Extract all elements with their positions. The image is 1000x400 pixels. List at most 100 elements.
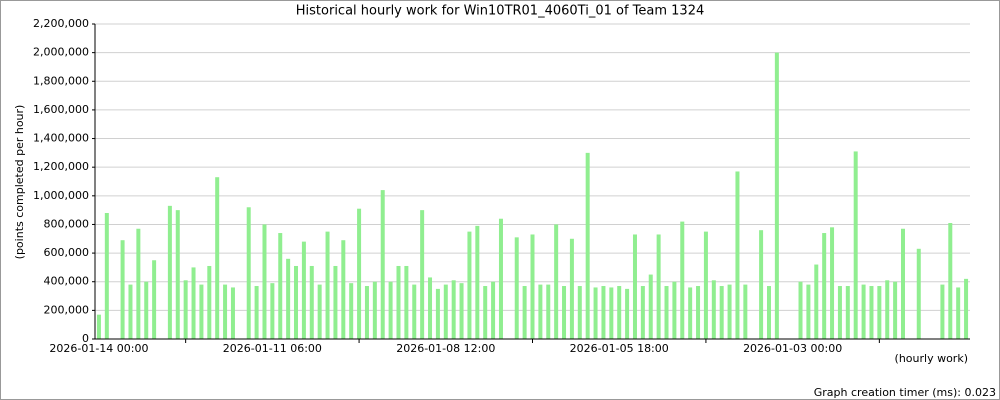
x-tick-label: 2026-01-11 06:00 xyxy=(223,342,322,355)
x-axis-label: (hourly work) xyxy=(895,352,968,365)
bar xyxy=(152,260,157,339)
bar xyxy=(341,240,346,339)
y-tick-label: 1,000,000 xyxy=(33,189,89,202)
bar xyxy=(309,265,314,339)
bar xyxy=(656,234,661,339)
x-tick-label: 2026-01-03 00:00 xyxy=(743,342,842,355)
bar xyxy=(735,171,740,339)
bar xyxy=(317,284,322,339)
bar xyxy=(223,284,228,339)
y-tick-label: 400,000 xyxy=(44,275,90,288)
bar xyxy=(822,233,827,339)
bar xyxy=(648,274,653,339)
bar xyxy=(964,278,969,339)
bar xyxy=(893,281,898,339)
bar xyxy=(396,265,401,339)
bar xyxy=(877,286,882,339)
chart-title: Historical hourly work for Win10TR01_406… xyxy=(296,4,704,19)
bar xyxy=(562,286,567,339)
bar xyxy=(806,284,811,339)
bar xyxy=(364,286,369,339)
y-tick-label: 2,200,000 xyxy=(33,17,89,30)
bar xyxy=(577,286,582,339)
bar xyxy=(766,286,771,339)
bar xyxy=(254,286,259,339)
bar xyxy=(948,223,953,339)
y-tick-label: 1,800,000 xyxy=(33,74,89,87)
bar xyxy=(475,225,480,339)
bar xyxy=(498,218,503,339)
bar xyxy=(869,286,874,339)
bar xyxy=(514,237,519,339)
y-tick-label: 1,200,000 xyxy=(33,160,89,173)
bar xyxy=(230,287,235,339)
y-tick-label: 1,600,000 xyxy=(33,103,89,116)
y-tick-label: 600,000 xyxy=(44,246,90,259)
bar xyxy=(530,234,535,339)
bar xyxy=(388,281,393,339)
bar xyxy=(325,231,330,339)
bar xyxy=(207,265,212,339)
bar xyxy=(900,228,905,339)
bar xyxy=(278,233,283,339)
bar xyxy=(837,286,842,339)
bar xyxy=(144,281,149,339)
bar xyxy=(404,265,409,339)
bar xyxy=(286,258,291,339)
bar xyxy=(420,210,425,339)
bar xyxy=(104,213,109,339)
bar xyxy=(703,231,708,339)
bar xyxy=(885,280,890,339)
x-tick-label: 2026-01-08 12:00 xyxy=(396,342,495,355)
bar xyxy=(916,248,921,339)
bar xyxy=(830,227,835,339)
bar xyxy=(215,177,220,339)
bar xyxy=(294,265,299,339)
x-tick-label: 2026-01-14 00:00 xyxy=(49,342,148,355)
bar xyxy=(451,280,456,339)
bar xyxy=(617,286,622,339)
bar xyxy=(301,241,306,339)
bar xyxy=(538,284,543,339)
bar xyxy=(632,234,637,339)
bar xyxy=(175,210,180,339)
bar xyxy=(672,281,677,339)
bar xyxy=(191,267,196,339)
bar xyxy=(861,284,866,339)
y-tick-label: 0 xyxy=(82,332,89,345)
bar xyxy=(333,265,338,339)
bar xyxy=(845,286,850,339)
bar xyxy=(719,286,724,339)
bar xyxy=(443,284,448,339)
bar xyxy=(483,286,488,339)
bar xyxy=(688,287,693,339)
bar xyxy=(136,228,141,339)
bar xyxy=(680,221,685,339)
bar xyxy=(246,207,251,339)
bar xyxy=(372,281,377,339)
bar xyxy=(467,231,472,339)
x-tick-label: 2026-01-05 18:00 xyxy=(570,342,669,355)
bar xyxy=(625,288,630,339)
bar xyxy=(357,208,362,339)
bar xyxy=(774,52,779,340)
bar xyxy=(491,281,496,339)
bar xyxy=(435,288,440,339)
bar xyxy=(711,280,716,339)
bar xyxy=(459,283,464,339)
bar xyxy=(940,284,945,339)
bar xyxy=(270,283,275,339)
bar xyxy=(554,224,559,339)
bar xyxy=(380,190,385,339)
bar xyxy=(640,286,645,339)
bar xyxy=(814,264,819,339)
bar xyxy=(609,287,614,339)
bar xyxy=(120,240,125,339)
bar xyxy=(428,277,433,339)
bar xyxy=(853,151,858,339)
bar xyxy=(759,230,764,339)
bar xyxy=(569,238,574,339)
